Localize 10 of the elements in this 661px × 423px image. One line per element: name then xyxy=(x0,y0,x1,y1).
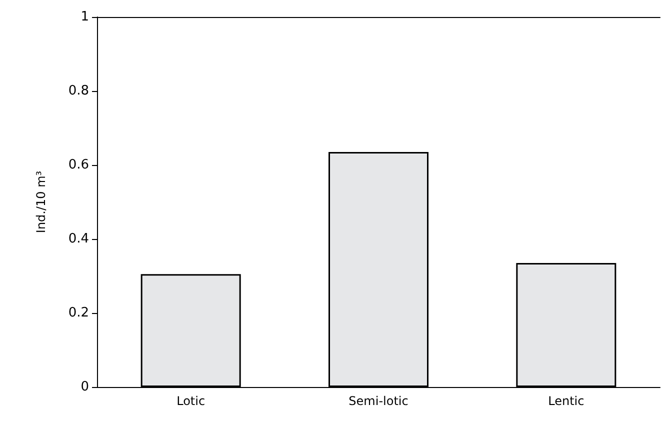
y-tick-label: 1 xyxy=(80,10,89,24)
x-tick-label: Lotic xyxy=(176,394,206,408)
x-tick-label: Lentic xyxy=(548,394,584,408)
y-tick-label: 0.8 xyxy=(68,84,89,98)
y-tick-label: 0.2 xyxy=(68,306,89,320)
y-tick-label: 0.4 xyxy=(68,232,89,246)
y-tick-label: 0 xyxy=(80,380,89,394)
x-tick-label: Semi-lotic xyxy=(348,394,408,408)
y-axis-title: Ind./10 m³ xyxy=(34,170,48,234)
y-tick-label: 0.6 xyxy=(68,158,89,172)
